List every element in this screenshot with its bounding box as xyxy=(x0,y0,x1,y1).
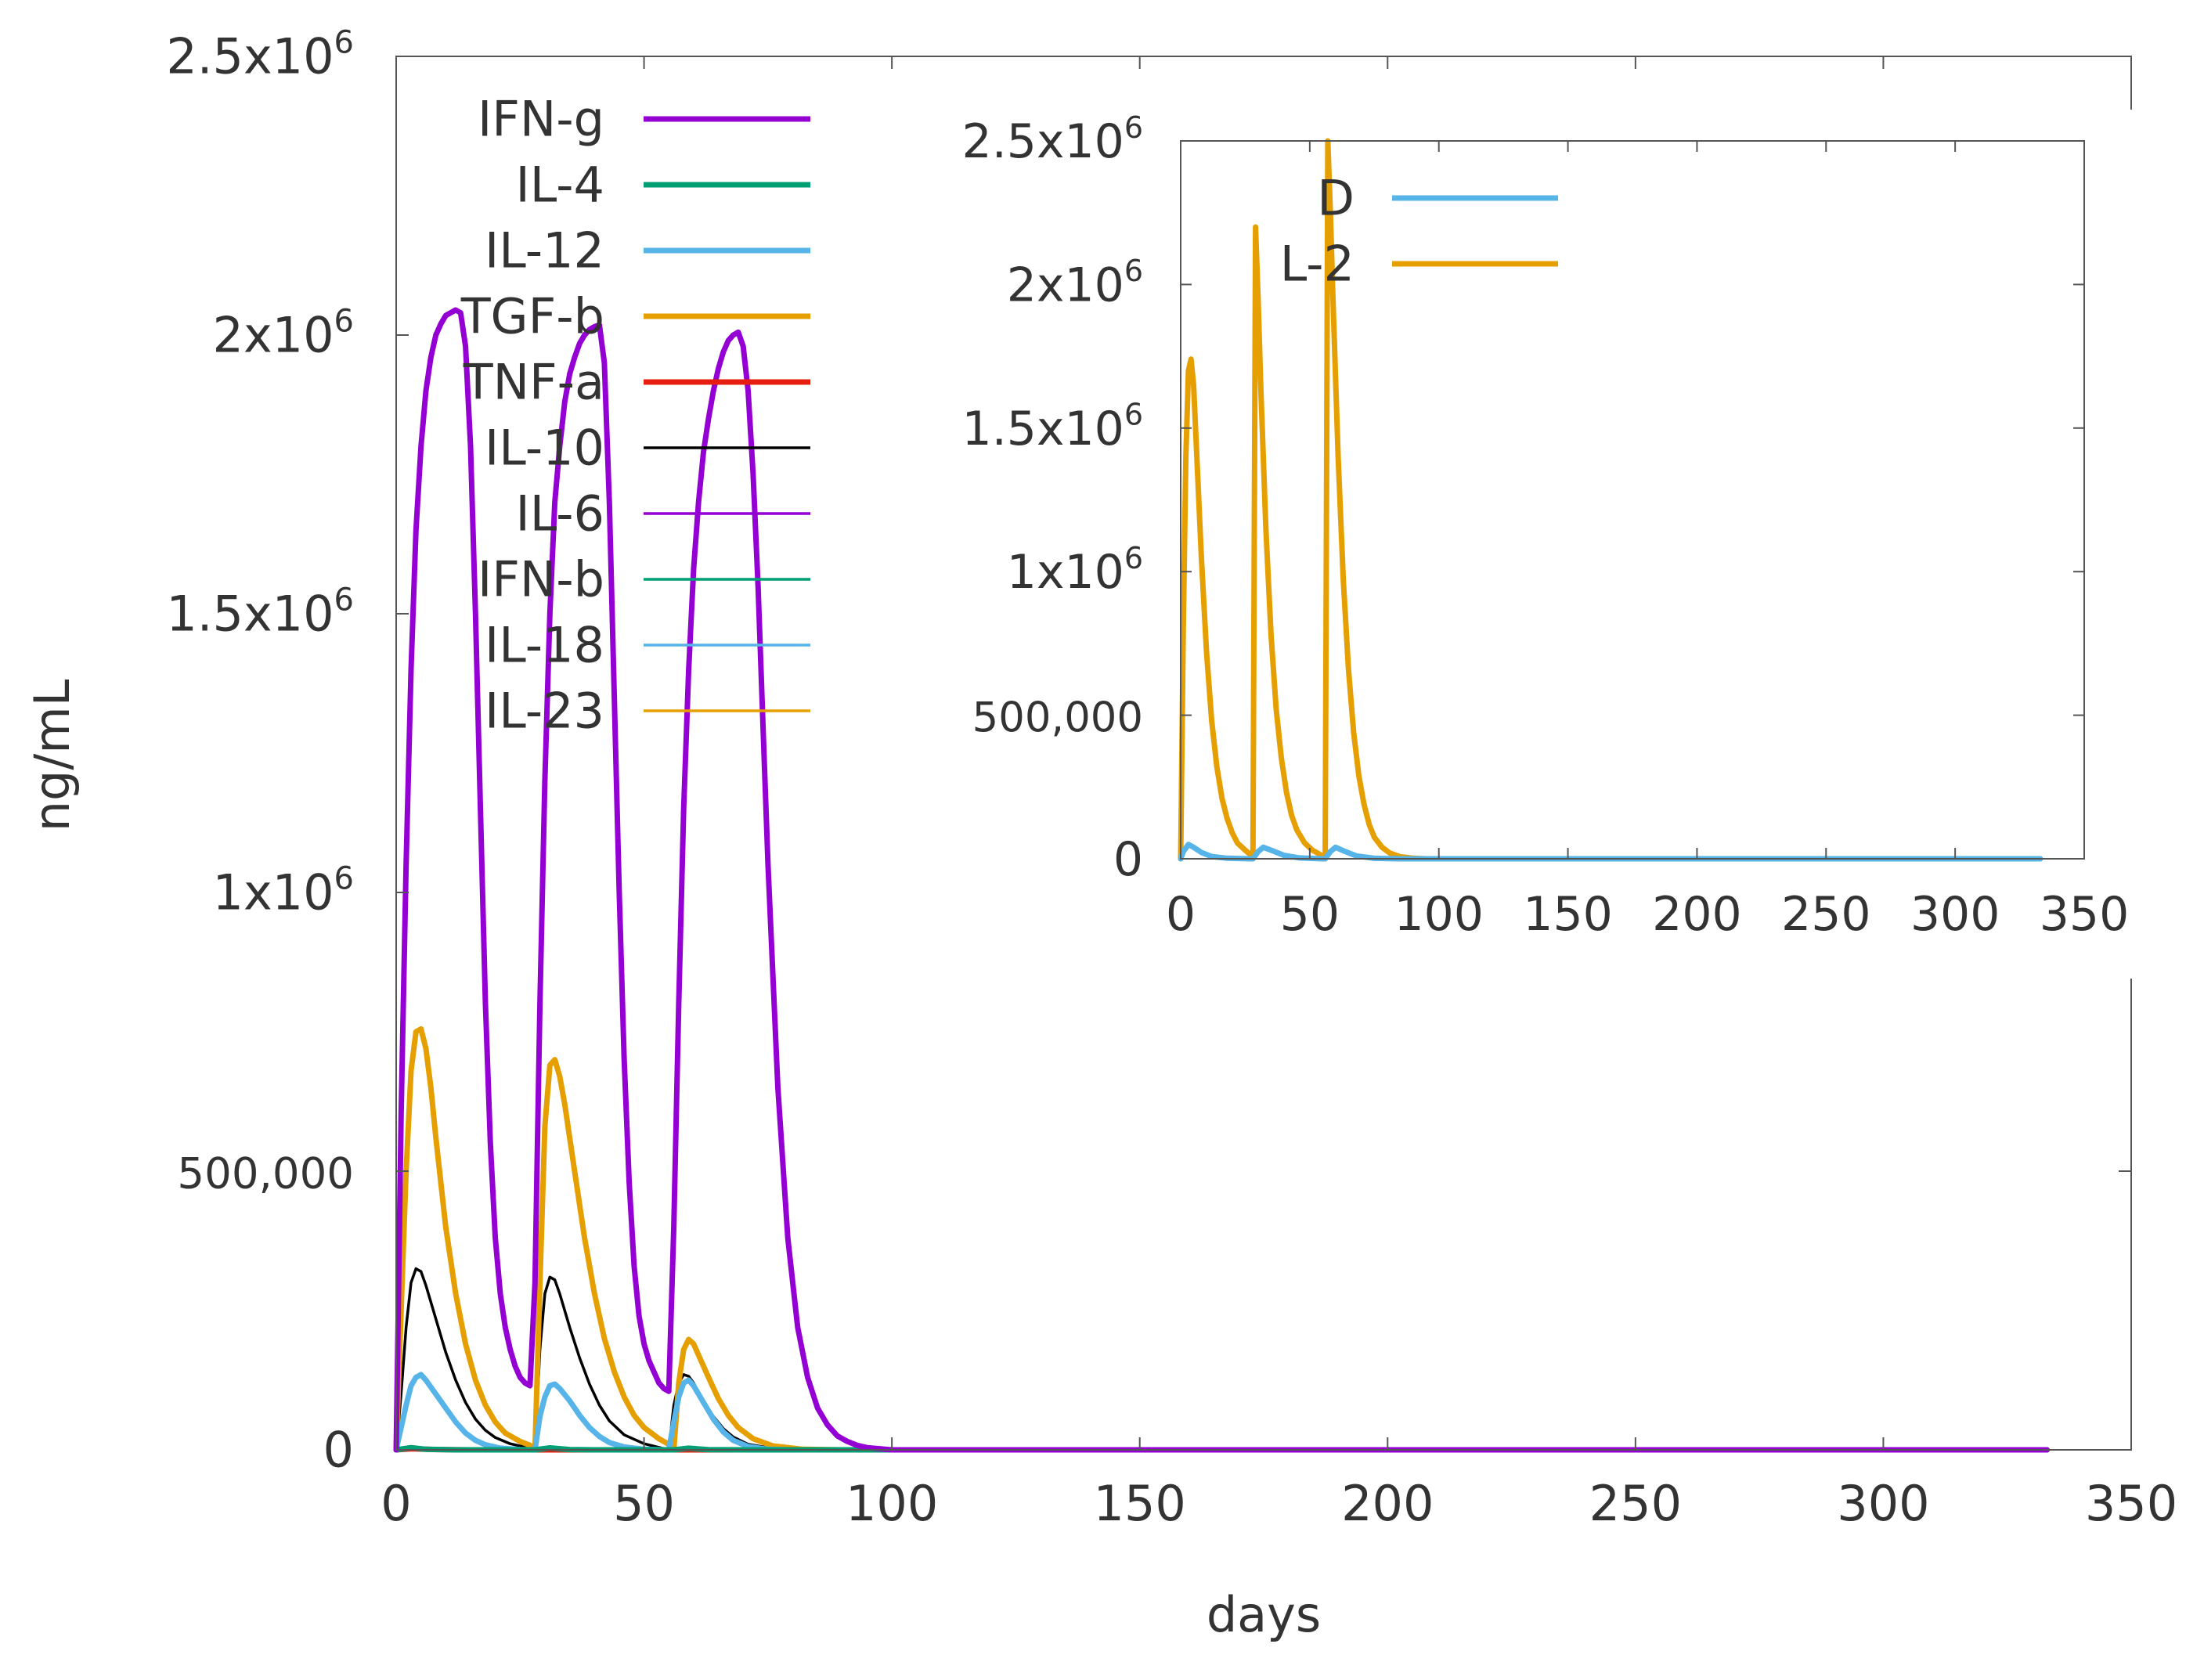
main-x-tick-label: 300 xyxy=(1837,1475,1929,1532)
main-x-tick-label: 100 xyxy=(846,1475,938,1532)
inset-y-tick-label: 500,000 xyxy=(972,694,1143,742)
main-legend-label-il-18: IL-18 xyxy=(485,617,604,674)
inset-plot-background xyxy=(930,110,2152,979)
inset-x-tick-label: 350 xyxy=(2040,887,2130,942)
main-legend-label-tnf-a: TNF-a xyxy=(463,354,604,411)
inset-y-tick-label: 0 xyxy=(1113,832,1143,887)
main-y-axis-label: ng/mL xyxy=(23,679,81,831)
main-y-tick-label: 1.5x106 xyxy=(166,582,354,643)
inset-y-tick-label: 2x106 xyxy=(1007,254,1143,312)
main-legend-label-ifn-g: IFN-g xyxy=(478,91,604,148)
main-y-tick-label: 500,000 xyxy=(177,1148,354,1199)
main-legend-label-il-6: IL-6 xyxy=(515,485,604,543)
main-y-tick-label: 0 xyxy=(323,1422,354,1479)
inset-y-tick-label: 1.5x106 xyxy=(962,398,1143,456)
inset-legend: D L-2 xyxy=(1280,170,1558,293)
main-legend-label-il-10: IL-10 xyxy=(485,420,604,477)
inset-y-tick-label: 1x106 xyxy=(1007,541,1143,600)
main-x-tick-label: 0 xyxy=(381,1475,411,1532)
inset-x-tick-label: 200 xyxy=(1652,887,1742,942)
inset-x-tick-label: 250 xyxy=(1781,887,1871,942)
main-legend-label-il-4: IL-4 xyxy=(515,157,604,214)
main-legend-label-il-12: IL-12 xyxy=(485,222,604,279)
main-x-tick-label: 200 xyxy=(1341,1475,1434,1532)
main-plot: 0 50 100 150 200 250 300 350 0 500,000 1x106 1.5x10… xyxy=(23,25,2177,1643)
main-y-tick-label: 2x106 xyxy=(213,304,354,364)
inset-x-tick-label: 100 xyxy=(1394,887,1484,942)
main-x-tick-label: 150 xyxy=(1094,1475,1186,1532)
main-y-tick-label: 2.5x106 xyxy=(166,25,354,85)
inset-series-layer xyxy=(1178,138,2043,862)
inset-plot-frame xyxy=(1180,140,2085,860)
main-x-tick-label: 50 xyxy=(613,1475,675,1532)
main-x-axis-label: days xyxy=(1207,1586,1321,1643)
main-legend-label-tgf-b: TGF-b xyxy=(460,288,604,345)
main-x-tick-label: 350 xyxy=(2085,1475,2177,1532)
main-series-tgf-b-line xyxy=(393,1026,2050,1453)
inset-x-tick-label: 50 xyxy=(1280,887,1340,942)
inset-y-tick-label: 2.5x106 xyxy=(962,110,1143,169)
inset-legend-label-d: D xyxy=(1317,170,1355,227)
inset-x-tick-label: 150 xyxy=(1523,887,1613,942)
inset-x-tick-label: 300 xyxy=(1910,887,2000,942)
main-series-ifn-g-line xyxy=(393,307,2050,1453)
main-y-tick-label: 1x106 xyxy=(213,861,354,921)
main-legend: IFN-g IL-4 IL-12 TGF-b TNF-a IL-10 IL-6 IFN-b IL… xyxy=(460,91,810,740)
main-legend-label-ifn-b: IFN-b xyxy=(478,551,604,608)
inset-x-tick-label: 0 xyxy=(1166,887,1196,942)
inset-series-d-line xyxy=(1178,842,2043,862)
inset-legend-label-l-2: L-2 xyxy=(1280,236,1355,293)
inset-plot: 0 50 100 150 200 250 300 350 0 500,000 1x106 1.5x10… xyxy=(930,110,2152,979)
main-tick-layer: 0 50 100 150 200 250 300 350 0 500,000 1x106 1.5x10… xyxy=(166,25,2177,1532)
main-series-il-12-line xyxy=(393,1372,2050,1453)
main-x-tick-label: 250 xyxy=(1589,1475,1682,1532)
inset-tick-layer: 0 50 100 150 200 250 300 350 0 500,000 1x106 1.5x10… xyxy=(962,110,2130,942)
inset-series-l-2-line xyxy=(1178,138,2043,862)
main-legend-label-il-23: IL-23 xyxy=(485,683,604,740)
